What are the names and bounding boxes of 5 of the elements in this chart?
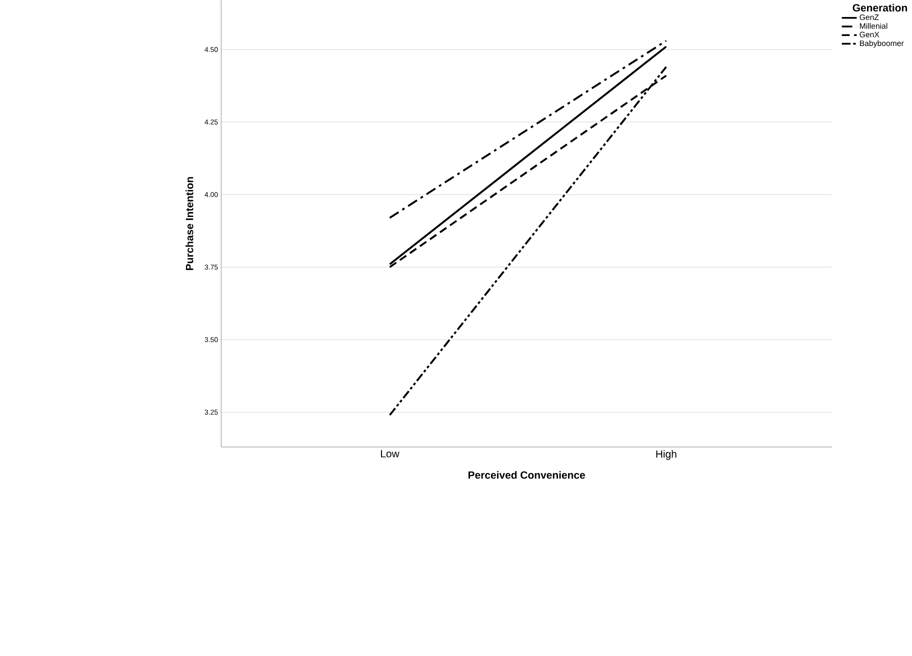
x-axis-title: Perceived Convenience [468,471,586,479]
legend-title: Generation [852,4,907,12]
x-tick-label: Low [381,450,400,458]
x-tick-label: High [656,450,676,460]
y-axis-title: Purchase Intention [186,177,194,270]
